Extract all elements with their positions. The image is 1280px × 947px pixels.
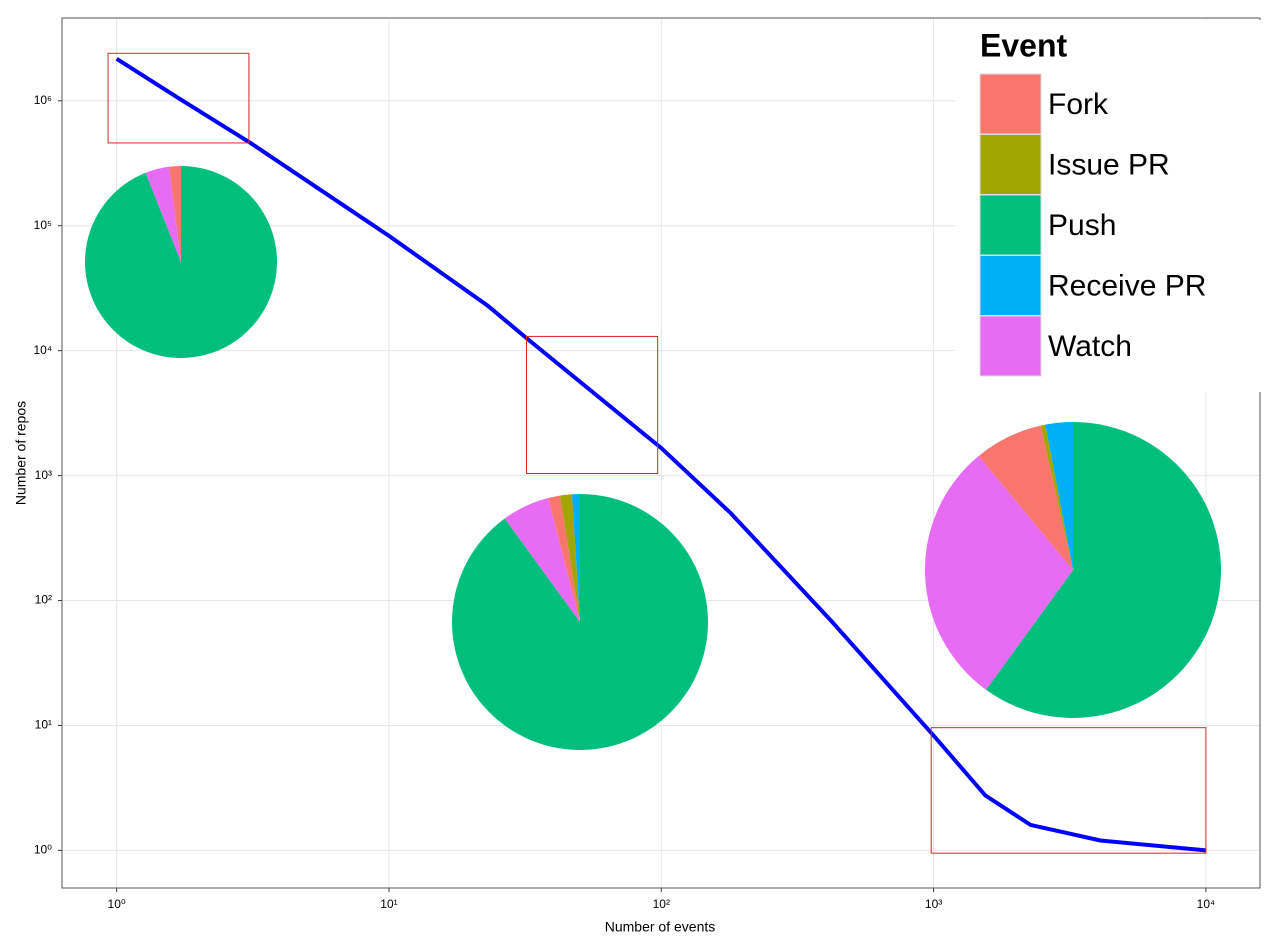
pie-slice	[504, 498, 580, 622]
legend-label: Receive PR	[1048, 269, 1206, 302]
legend-label: Push	[1048, 209, 1116, 242]
legend-key	[979, 73, 1042, 135]
pie-slice	[571, 494, 580, 622]
pie-slice	[986, 422, 1222, 718]
pie-slice	[1045, 422, 1073, 570]
legend-label: Issue PR	[1048, 148, 1170, 181]
y-tick-label: 10²	[35, 593, 52, 607]
pie-slice	[145, 166, 181, 262]
x-tick-label: 10¹	[380, 897, 397, 911]
legend-key	[979, 315, 1042, 377]
y-tick-label: 10¹	[35, 718, 52, 732]
y-axis-label: Number of repos	[13, 401, 29, 505]
data-line	[115, 57, 1207, 853]
legend-key	[979, 255, 1042, 316]
highlight-box	[930, 727, 1207, 854]
y-tick-label: 10³	[35, 468, 52, 482]
pie-slice	[451, 494, 708, 750]
x-tick-label: 10³	[925, 897, 942, 911]
highlight-box	[526, 335, 659, 474]
plot-frame	[61, 17, 1261, 889]
x-axis-label: Number of events	[605, 919, 716, 935]
pie-slice	[548, 495, 580, 622]
pie-slice	[168, 166, 181, 262]
x-tick-label: 10⁴	[1197, 897, 1216, 911]
x-tick-label: 10²	[653, 897, 670, 911]
legend-label: Watch	[1048, 330, 1132, 363]
legend-key	[979, 194, 1042, 256]
highlight-box	[107, 52, 250, 144]
pie-slice	[559, 494, 580, 622]
y-tick-label: 10⁰	[34, 843, 52, 857]
pie-slice	[925, 455, 1073, 690]
legend-title: Event	[980, 27, 1067, 63]
pie-slice	[1040, 424, 1073, 570]
legend-label: Fork	[1048, 88, 1109, 121]
pie-slice	[978, 425, 1073, 570]
x-tick-label: 10⁰	[108, 897, 126, 911]
legend-key	[979, 134, 1042, 195]
y-tick-label: 10⁶	[34, 93, 52, 107]
y-tick-label: 10⁴	[33, 343, 52, 357]
y-tick-label: 10⁵	[34, 218, 52, 232]
